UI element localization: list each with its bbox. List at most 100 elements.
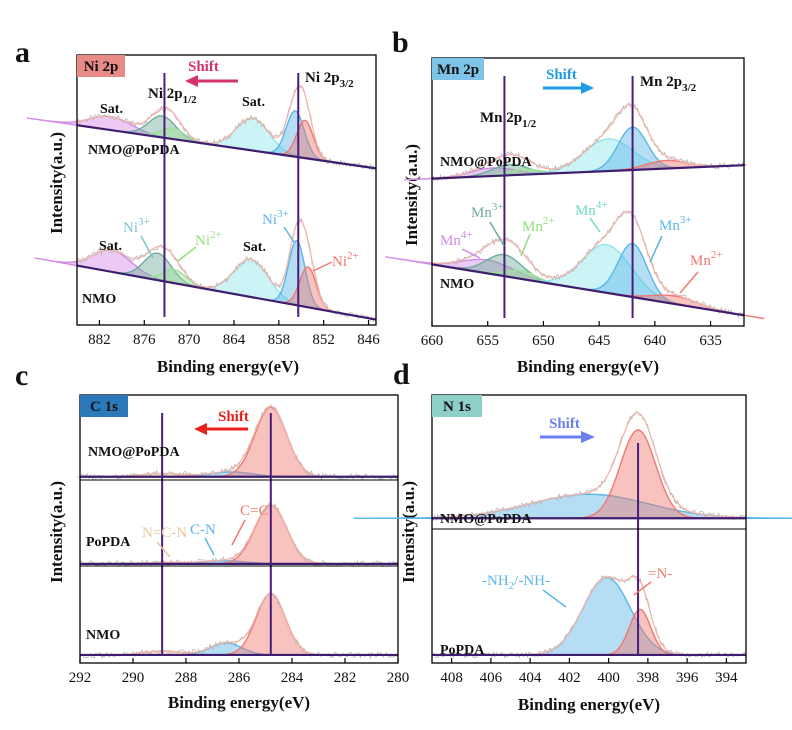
x-tick-label-c-0: 292 bbox=[69, 670, 92, 686]
frame-a bbox=[76, 54, 377, 326]
annot-b-mn2-right: Mn2+ bbox=[679, 249, 723, 294]
frame-b bbox=[431, 57, 745, 327]
annot-a-ni2-right: Ni2+ bbox=[312, 250, 359, 272]
annot-a-ni3-left-text: Ni3+ bbox=[123, 216, 150, 236]
background-a-0 bbox=[76, 124, 377, 170]
series-label-b-nmo: NMO bbox=[440, 277, 474, 292]
shift-arrow-d bbox=[540, 431, 595, 443]
series-label-b-nmopopda: NMO@PoPDA bbox=[440, 155, 532, 170]
annot-a-ni2-left: Ni2+ bbox=[177, 229, 222, 262]
annot-b-mn3-right-text: Mn3+ bbox=[659, 214, 692, 234]
sat-label-a-4: Sat. bbox=[243, 240, 266, 255]
x-tick-label-d-0: 408 bbox=[440, 670, 463, 686]
x-tick-label-d-6: 396 bbox=[676, 670, 699, 686]
annot-a-ni3-right-text: Ni3+ bbox=[262, 208, 289, 228]
shift-arrow-c bbox=[194, 423, 248, 435]
envelope-a-1 bbox=[76, 219, 377, 321]
frame-c bbox=[79, 394, 399, 664]
series-a-1 bbox=[34, 217, 377, 323]
x-tick-label-c-1: 290 bbox=[122, 670, 145, 686]
x-tick-label-a-3: 864 bbox=[223, 332, 246, 348]
series-label-a-nmo: NMO bbox=[82, 292, 116, 307]
title-box-b bbox=[432, 58, 484, 80]
vline-label-a-1: Ni 2p1/2 bbox=[148, 86, 197, 106]
x-axis-label-c: Binding energy(eV) bbox=[168, 693, 310, 712]
panel-c: c Intensity(a.u.) C 1s Shift NMO@PoPDA P… bbox=[15, 359, 409, 712]
x-tick-label-a-1: 876 bbox=[133, 332, 156, 348]
envelope-a-0 bbox=[76, 84, 377, 169]
annot-a-ni2-right-text: Ni2+ bbox=[332, 250, 359, 270]
panel-letter-b: b bbox=[392, 26, 409, 59]
title-box-c bbox=[80, 395, 128, 417]
series-label-a-nmopopda: NMO@PoPDA bbox=[88, 143, 180, 158]
panel-a: a Intensity(a.u.) Ni 2p Shift Ni 2p1/2 N… bbox=[15, 36, 380, 376]
x-tick-label-c-4: 284 bbox=[281, 670, 304, 686]
x-tick-label-c-3: 286 bbox=[228, 670, 251, 686]
annot-b-mn4-left: Mn4+ bbox=[440, 229, 481, 259]
shift-arrow-a bbox=[185, 75, 238, 87]
annot-c-cc: C=C bbox=[231, 503, 268, 546]
series-d-1 bbox=[431, 574, 747, 659]
annot-b-mn2-left: Mn2+ bbox=[520, 215, 555, 257]
annot-c-ncn-text: N=C-N bbox=[142, 525, 187, 541]
annot-a-ni3-right: Ni3+ bbox=[262, 208, 295, 243]
raw-data-a-1 bbox=[76, 217, 377, 323]
panel-letter-c: c bbox=[15, 359, 28, 392]
vline-label-a-2: Ni 2p3/2 bbox=[305, 70, 354, 90]
plot-area-a bbox=[26, 73, 377, 323]
series-label-d-nmopopda: NMO@PoPDA bbox=[440, 512, 532, 527]
background-b-1 bbox=[431, 263, 745, 317]
annot-b-mn3-right: Mn3+ bbox=[649, 214, 692, 263]
x-tick-label-d-3: 402 bbox=[558, 670, 581, 686]
annot-b-mn3-left: Mn3+ bbox=[471, 201, 505, 247]
title-box-a bbox=[77, 55, 125, 77]
plot-area-b bbox=[385, 76, 765, 320]
background-a-1 bbox=[76, 264, 377, 321]
x-tick-label-d-4: 400 bbox=[597, 670, 620, 686]
title-c: C 1s bbox=[90, 399, 118, 415]
title-d: N 1s bbox=[443, 399, 471, 415]
x-tick-label-d-2: 404 bbox=[519, 670, 542, 686]
vline-label-b-2: Mn 2p3/2 bbox=[640, 74, 697, 94]
raw-data-d-0 bbox=[431, 410, 747, 522]
x-tick-label-b-4: 640 bbox=[644, 333, 667, 349]
annot-b-mn4-left-text: Mn4+ bbox=[440, 229, 473, 249]
envelope-b-1 bbox=[431, 210, 745, 316]
annot-b-mn4-right-text: Mn4+ bbox=[575, 199, 608, 219]
background-b-0 bbox=[431, 164, 745, 180]
series-label-c-nmo: NMO bbox=[86, 628, 120, 643]
x-axis-label-a: Binding energy(eV) bbox=[157, 357, 299, 376]
y-axis-label-b: Intensity(a.u.) bbox=[402, 144, 421, 246]
plot-area-d bbox=[353, 410, 792, 659]
x-tick-label-b-0: 660 bbox=[421, 333, 444, 349]
annot-c-cn: C-N bbox=[190, 522, 216, 556]
x-tick-label-d-1: 406 bbox=[480, 670, 503, 686]
x-tick-label-b-5: 635 bbox=[699, 333, 722, 349]
y-axis-label-d: Intensity(a.u.) bbox=[399, 481, 418, 583]
series-a-0 bbox=[26, 84, 377, 172]
vline-label-b-1: Mn 2p1/2 bbox=[480, 110, 537, 130]
title-b: Mn 2p bbox=[437, 62, 479, 78]
series-label-c-popda: PoPDA bbox=[86, 535, 131, 550]
series-label-d-popda: PoPDA bbox=[440, 643, 485, 658]
x-tick-label-c-6: 280 bbox=[387, 670, 410, 686]
series-label-c-nmopopda: NMO@PoPDA bbox=[88, 445, 180, 460]
title-a: Ni 2p bbox=[84, 59, 119, 75]
annot-c-ncn: N=C-N bbox=[142, 525, 187, 558]
x-axis-a: 882 876 870 864 858 852 846 bbox=[88, 320, 380, 348]
shift-label-c: Shift bbox=[218, 409, 249, 425]
annot-b-mn4-right: Mn4+ bbox=[575, 199, 608, 233]
x-tick-label-d-7: 394 bbox=[715, 670, 738, 686]
annot-d-nh-text: -NH2/-NH- bbox=[482, 573, 550, 592]
sat-label-a-3: Sat. bbox=[99, 239, 122, 254]
annot-d-nh: -NH2/-NH- bbox=[482, 573, 567, 608]
x-axis-label-b: Binding energy(eV) bbox=[517, 357, 659, 376]
x-tick-label-a-4: 858 bbox=[268, 332, 291, 348]
x-tick-label-b-1: 655 bbox=[476, 333, 499, 349]
x-tick-label-c-2: 288 bbox=[175, 670, 198, 686]
annot-d-n-text: =N- bbox=[648, 566, 672, 582]
shift-label-b: Shift bbox=[546, 67, 577, 83]
annot-b-mn3-left-text: Mn3+ bbox=[471, 201, 504, 221]
annot-b-mn2-left-text: Mn2+ bbox=[522, 215, 555, 235]
